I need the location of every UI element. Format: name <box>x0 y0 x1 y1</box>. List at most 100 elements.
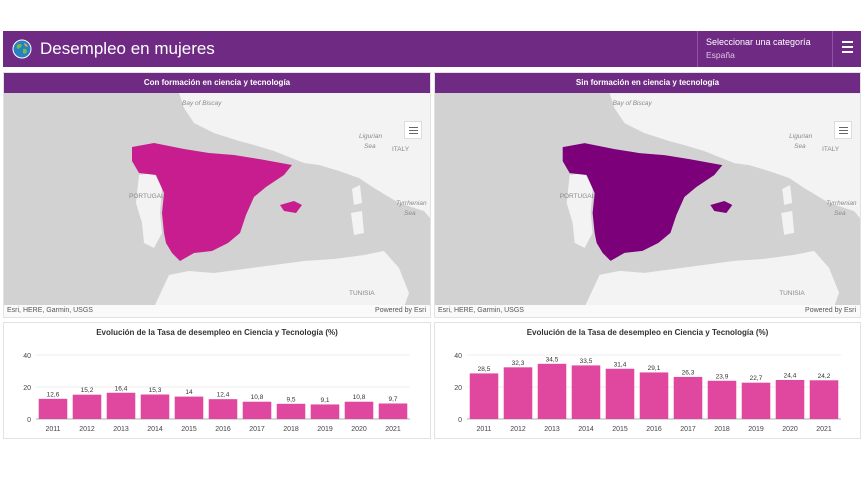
data-label: 32,3 <box>512 360 525 367</box>
bar <box>344 401 374 419</box>
globe-icon <box>12 39 32 59</box>
map-title: Con formación en ciencia y tecnología <box>4 73 430 93</box>
data-label: 14 <box>185 389 193 396</box>
x-tick-label: 2014 <box>147 426 163 433</box>
bar <box>741 382 771 419</box>
map-attribution-bar: Esri, HERE, Garmin, USGS Powered by Esri <box>435 305 860 317</box>
map-label-tyrrhenian-2: Sea <box>834 210 846 217</box>
map-label-italy: ITALY <box>392 146 410 153</box>
category-selector[interactable]: Seleccionar una categoría España <box>706 37 811 61</box>
map-canvas: Bay of Biscay PORTUGAL ITALY Ligurian Se… <box>560 93 860 307</box>
bar <box>775 379 805 419</box>
data-label: 28,5 <box>478 366 491 373</box>
map-label-tyrrhenian-1: Tyrrhenian <box>396 200 427 207</box>
x-tick-label: 2015 <box>181 426 197 433</box>
data-label: 24,4 <box>784 372 797 379</box>
bar <box>38 398 68 419</box>
x-tick-label: 2013 <box>544 426 560 433</box>
map-label-italy: ITALY <box>822 146 840 153</box>
powered-by-link[interactable]: Powered by Esri <box>375 307 426 314</box>
x-tick-label: 2018 <box>714 426 730 433</box>
bar <box>503 367 533 419</box>
y-tick-label: 0 <box>458 417 462 424</box>
bar <box>140 394 170 419</box>
map-attribution-bar: Esri, HERE, Garmin, USGS Powered by Esri <box>4 305 430 317</box>
map-label-ligurian-2: Sea <box>794 143 806 150</box>
bar <box>310 404 340 419</box>
category-value: España <box>706 50 735 60</box>
map-label-tyrrhenian-1: Tyrrhenian <box>826 200 857 207</box>
divider <box>697 31 698 67</box>
x-tick-label: 2019 <box>317 426 333 433</box>
bar <box>242 401 272 419</box>
map-view[interactable]: Bay of Biscay PORTUGAL ITALY Ligurian Se… <box>435 93 860 307</box>
data-label: 16,4 <box>115 385 128 392</box>
x-tick-label: 2021 <box>816 426 832 433</box>
data-label: 26,3 <box>682 369 695 376</box>
x-tick-label: 2021 <box>385 426 401 433</box>
balearic-islands[interactable] <box>280 201 302 213</box>
data-label: 10,8 <box>353 394 366 401</box>
map-view[interactable]: Bay of Biscay PORTUGAL ITALY Ligurian Se… <box>4 93 430 307</box>
bar <box>605 368 635 419</box>
map-panel-con: Con formación en ciencia y tecnología Ba… <box>3 72 431 318</box>
legend-icon[interactable] <box>834 121 852 139</box>
map-label-bay: Bay of Biscay <box>613 100 653 107</box>
x-tick-label: 2011 <box>476 426 491 433</box>
data-label: 29,1 <box>648 365 661 372</box>
spain-region[interactable] <box>132 143 292 261</box>
bar-chart: 0 20 40 12,6 2011 15,2 2012 16,4 2013 15,3 2014 14 2… <box>23 353 410 433</box>
divider <box>832 31 833 67</box>
x-tick-label: 2014 <box>578 426 594 433</box>
map-label-tunisia: TUNISIA <box>779 290 805 297</box>
data-label: 9,1 <box>320 397 329 404</box>
map-label-bay: Bay of Biscay <box>182 100 222 107</box>
map-canvas: Bay of Biscay PORTUGAL ITALY Ligurian Se… <box>129 93 430 307</box>
data-label: 10,8 <box>251 394 264 401</box>
x-tick-label: 2019 <box>748 426 764 433</box>
x-tick-label: 2012 <box>79 426 95 433</box>
x-tick-label: 2015 <box>612 426 628 433</box>
x-tick-label: 2012 <box>510 426 526 433</box>
y-tick-label: 20 <box>454 385 462 392</box>
data-label: 9,5 <box>286 396 295 403</box>
map-label-portugal: PORTUGAL <box>560 193 596 200</box>
legend-icon[interactable] <box>404 121 422 139</box>
powered-by-link[interactable]: Powered by Esri <box>805 307 856 314</box>
data-label: 34,5 <box>546 356 559 363</box>
category-label: Seleccionar una categoría <box>706 37 811 47</box>
menu-icon[interactable] <box>839 41 857 57</box>
map-title: Sin formación en ciencia y tecnología <box>435 73 860 93</box>
y-tick-label: 0 <box>27 417 31 424</box>
bar <box>707 380 737 419</box>
chart-panel-sin: Evolución de la Tasa de desempleo en Cie… <box>434 322 861 439</box>
attribution: Esri, HERE, Garmin, USGS <box>7 307 93 314</box>
balearic-islands[interactable] <box>710 200 733 213</box>
bar <box>469 373 499 419</box>
bar <box>174 396 204 419</box>
x-tick-label: 2011 <box>45 426 60 433</box>
data-label: 9,7 <box>388 396 397 403</box>
data-label: 31,4 <box>614 361 627 368</box>
data-label: 12,6 <box>47 391 60 398</box>
bar-chart: 0 20 40 28,5 2011 32,3 2012 34,5 2013 33,5 2014 31,… <box>454 353 841 433</box>
y-tick-label: 40 <box>23 353 31 360</box>
bar <box>673 376 703 419</box>
bar <box>208 399 238 419</box>
data-label: 15,2 <box>81 387 94 394</box>
y-tick-label: 20 <box>23 385 31 392</box>
spain-region[interactable] <box>562 143 723 261</box>
x-tick-label: 2016 <box>215 426 231 433</box>
x-tick-label: 2020 <box>351 426 367 433</box>
bar <box>378 403 408 419</box>
app-header: Desempleo en mujeres Seleccionar una cat… <box>3 31 861 67</box>
x-tick-label: 2018 <box>283 426 299 433</box>
data-label: 22,7 <box>750 375 763 382</box>
map-label-tunisia: TUNISIA <box>349 290 375 297</box>
chart-panel-con: Evolución de la Tasa de desempleo en Cie… <box>3 322 431 439</box>
bar <box>106 392 136 419</box>
data-label: 12,4 <box>217 392 230 399</box>
bar <box>639 372 669 419</box>
map-label-ligurian-2: Sea <box>364 143 376 150</box>
data-label: 15,3 <box>149 387 162 394</box>
